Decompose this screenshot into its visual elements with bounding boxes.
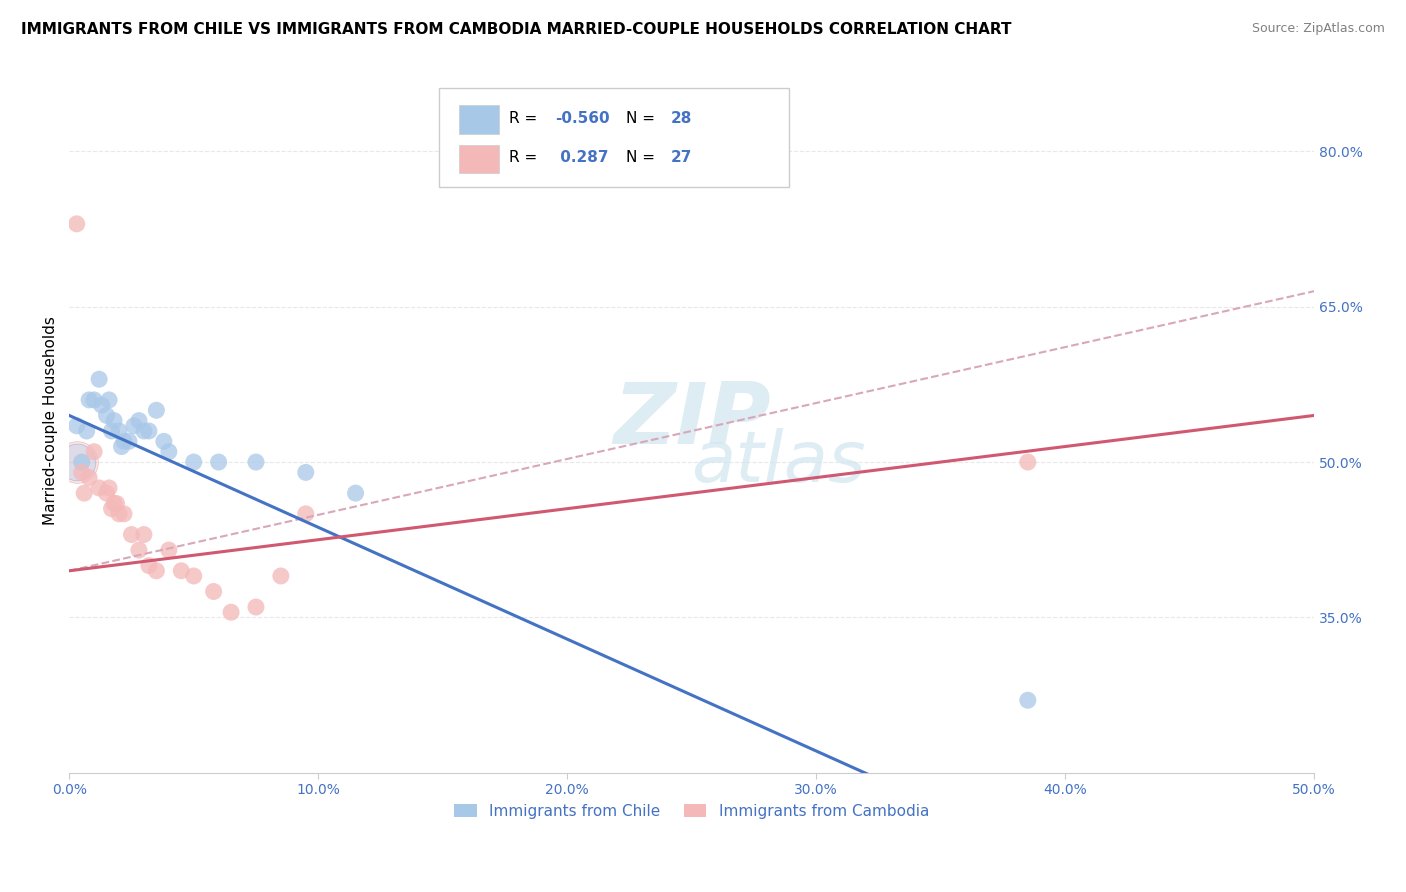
FancyBboxPatch shape <box>439 87 789 186</box>
Point <box>170 564 193 578</box>
Point <box>105 496 128 510</box>
Point <box>77 392 100 407</box>
Point <box>207 455 229 469</box>
Point <box>100 501 122 516</box>
Point <box>128 543 150 558</box>
Point <box>270 569 292 583</box>
Text: -0.560: -0.560 <box>555 111 609 126</box>
Point <box>157 444 180 458</box>
Point <box>96 486 118 500</box>
FancyBboxPatch shape <box>458 105 499 134</box>
Point <box>245 455 267 469</box>
Point <box>112 507 135 521</box>
Point <box>294 507 316 521</box>
Point <box>138 558 160 573</box>
Legend: Immigrants from Chile, Immigrants from Cambodia: Immigrants from Chile, Immigrants from C… <box>449 797 935 825</box>
Point <box>76 424 98 438</box>
Point <box>202 584 225 599</box>
Point <box>98 392 121 407</box>
Text: N =: N = <box>626 150 659 165</box>
Point <box>98 481 121 495</box>
Point <box>70 466 93 480</box>
Point <box>157 543 180 558</box>
Point <box>108 424 131 438</box>
Point <box>87 481 110 495</box>
Point <box>1017 455 1039 469</box>
Point <box>77 470 100 484</box>
Point <box>83 392 105 407</box>
Text: R =: R = <box>509 111 541 126</box>
Point <box>132 527 155 541</box>
Point <box>183 569 205 583</box>
Point <box>183 455 205 469</box>
Point <box>87 372 110 386</box>
Point <box>145 403 167 417</box>
Point <box>245 600 267 615</box>
Point <box>108 507 131 521</box>
Point <box>103 414 125 428</box>
Point <box>96 409 118 423</box>
Text: 0.287: 0.287 <box>555 150 609 165</box>
Point <box>219 605 242 619</box>
Text: IMMIGRANTS FROM CHILE VS IMMIGRANTS FROM CAMBODIA MARRIED-COUPLE HOUSEHOLDS CORR: IMMIGRANTS FROM CHILE VS IMMIGRANTS FROM… <box>21 22 1011 37</box>
Point <box>100 424 122 438</box>
Y-axis label: Married-couple Households: Married-couple Households <box>44 316 58 525</box>
Point <box>103 496 125 510</box>
Point <box>66 418 89 433</box>
Text: 28: 28 <box>671 111 692 126</box>
Text: Source: ZipAtlas.com: Source: ZipAtlas.com <box>1251 22 1385 36</box>
Point <box>70 455 93 469</box>
Point <box>145 564 167 578</box>
Point <box>73 486 96 500</box>
Text: R =: R = <box>509 150 541 165</box>
Point <box>128 414 150 428</box>
Point <box>66 455 89 469</box>
Point <box>66 455 89 469</box>
Point <box>1017 693 1039 707</box>
Text: ZIP: ZIP <box>613 379 770 462</box>
Point <box>90 398 112 412</box>
Point <box>153 434 176 449</box>
Point <box>294 466 316 480</box>
Point <box>110 440 132 454</box>
Point <box>66 217 89 231</box>
Point <box>122 418 145 433</box>
Point <box>118 434 141 449</box>
Point <box>138 424 160 438</box>
Point <box>344 486 367 500</box>
Text: 27: 27 <box>671 150 692 165</box>
Text: N =: N = <box>626 111 659 126</box>
FancyBboxPatch shape <box>458 145 499 173</box>
Text: atlas: atlas <box>692 428 866 498</box>
Point <box>112 434 135 449</box>
Point <box>121 527 143 541</box>
Point <box>132 424 155 438</box>
Point <box>83 444 105 458</box>
